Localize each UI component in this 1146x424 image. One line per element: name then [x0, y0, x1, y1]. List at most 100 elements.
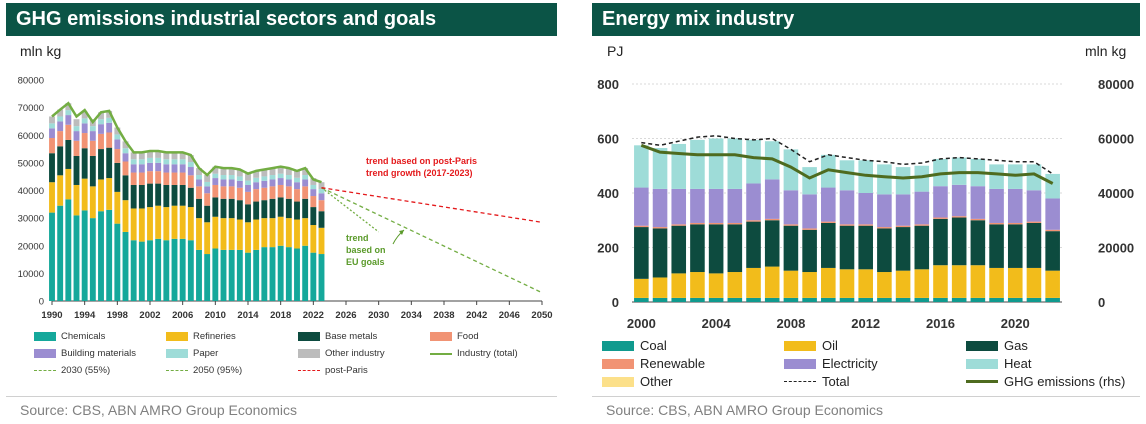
bar-segment-coal — [895, 297, 911, 302]
legend-swatch — [298, 370, 320, 371]
bar-segment-chemicals — [212, 248, 219, 301]
bar-segment-building-materials — [236, 180, 243, 188]
bar-segment-paper — [98, 119, 104, 125]
bar-segment-food — [57, 131, 64, 147]
bar-segment-building-materials — [302, 179, 309, 187]
legend-swatch — [602, 340, 634, 351]
source-divider — [592, 396, 1140, 397]
bar-segment-paper — [89, 126, 96, 132]
bar-segment-other-industry — [302, 168, 309, 176]
bar-segment-coal — [1026, 297, 1042, 302]
bar-segment-oil — [634, 278, 649, 298]
x-tick-label: 1998 — [107, 310, 128, 321]
bar-segment-electricity — [821, 187, 836, 222]
bar-segment-heat — [708, 138, 724, 189]
bar-segment-chemicals — [89, 218, 96, 301]
annotation-eu-goals: based on — [346, 245, 386, 255]
bar-segment-coal — [634, 297, 649, 302]
bar-segment-oil — [802, 272, 817, 298]
bar-segment-paper — [138, 159, 145, 165]
bar-segment-oil — [764, 266, 780, 298]
bar-segment-building-materials — [49, 128, 55, 139]
bar-segment-renewable — [708, 222, 724, 225]
chart-title: Energy mix industry — [592, 3, 1140, 36]
bar-segment-other-industry — [269, 168, 276, 176]
bar-segment-food — [245, 191, 251, 205]
annotation-arrowhead — [399, 230, 404, 235]
bar-segment-chemicals — [310, 252, 317, 301]
legend-label: Oil — [822, 338, 838, 353]
bar-segment-refineries — [49, 182, 55, 213]
legend-swatch — [966, 358, 998, 369]
bar-segment-electricity — [652, 188, 668, 228]
bar-segment-coal — [970, 297, 986, 302]
bar-segment-other-industry — [187, 155, 194, 163]
bar-segment-refineries — [106, 178, 113, 210]
bar-segment-coal — [951, 297, 967, 302]
bar-segment-paper — [310, 184, 317, 190]
bar-segment-renewable — [802, 228, 817, 230]
total-line — [641, 135, 1054, 175]
bar-segment-building-materials — [98, 124, 104, 134]
bar-segment-base-metals — [212, 197, 219, 217]
bar-segment-gas — [877, 228, 892, 273]
bar-segment-refineries — [98, 179, 104, 212]
bar-segment-refineries — [269, 218, 276, 248]
bar-segment-oil — [708, 273, 724, 298]
bar-segment-refineries — [228, 218, 235, 250]
bar-segment-oil — [895, 270, 911, 298]
x-tick-label: 1990 — [41, 310, 62, 321]
bar-segment-food — [65, 124, 72, 140]
bar-segment-food — [253, 189, 260, 202]
bar-segment-chemicals — [73, 215, 80, 301]
bar-segment-food — [269, 186, 276, 199]
bar-segment-building-materials — [57, 121, 64, 132]
bar-segment-refineries — [261, 218, 268, 248]
bar-segment-heat — [727, 138, 743, 189]
bar-segment-gas — [764, 220, 780, 267]
x-tick-label: 1994 — [74, 310, 96, 321]
bar-segment-paper — [147, 157, 153, 163]
bar-segment-building-materials — [187, 167, 194, 176]
bar-segment-base-metals — [155, 183, 162, 206]
bar-segment-other-industry — [49, 116, 55, 124]
bar-segment-building-materials — [179, 164, 186, 173]
bar-segment-oil — [746, 267, 761, 298]
bar-segment-base-metals — [318, 211, 325, 228]
x-tick-label: 2012 — [851, 316, 880, 331]
bar-segment-refineries — [57, 175, 64, 206]
bar-segment-paper — [171, 159, 178, 165]
bar-segment-chemicals — [269, 247, 276, 301]
bar-segment-base-metals — [269, 198, 276, 219]
bar-segment-paper — [57, 116, 64, 122]
bar-segment-coal — [1007, 297, 1023, 302]
bar-segment-paper — [212, 173, 219, 179]
legend-item-oil: Oil — [784, 338, 838, 353]
x-tick-label: 2002 — [139, 310, 160, 321]
bar-segment-refineries — [163, 207, 170, 241]
bar-segment-other-industry — [179, 152, 186, 160]
bar-segment-base-metals — [294, 201, 300, 220]
bar-segment-heat — [783, 149, 799, 191]
bar-segment-base-metals — [187, 187, 194, 208]
bar-segment-food — [318, 200, 325, 212]
bar-segment-chemicals — [285, 247, 292, 301]
bar-segment-gas — [989, 224, 1004, 268]
bar-segment-renewable — [652, 227, 668, 229]
bar-segment-electricity — [989, 188, 1004, 223]
bar-segment-other-industry — [228, 168, 235, 176]
bar-segment-base-metals — [277, 197, 284, 217]
bar-segment-refineries — [171, 205, 178, 239]
legend-item-base-metals: Base metals — [298, 331, 377, 342]
y-tick-label: 60000 — [18, 131, 44, 142]
bar-segment-refineries — [204, 222, 211, 255]
bar-segment-base-metals — [89, 155, 96, 187]
legend-swatch — [966, 380, 998, 383]
x-tick-label: 2016 — [926, 316, 955, 331]
bar-segment-electricity — [690, 188, 705, 223]
x-tick-label: 2014 — [237, 310, 259, 321]
bar-segment-chemicals — [228, 249, 235, 301]
bar-segment-other-industry — [163, 152, 170, 160]
bar-segment-paper — [179, 159, 186, 165]
bar-segment-building-materials — [81, 123, 88, 134]
